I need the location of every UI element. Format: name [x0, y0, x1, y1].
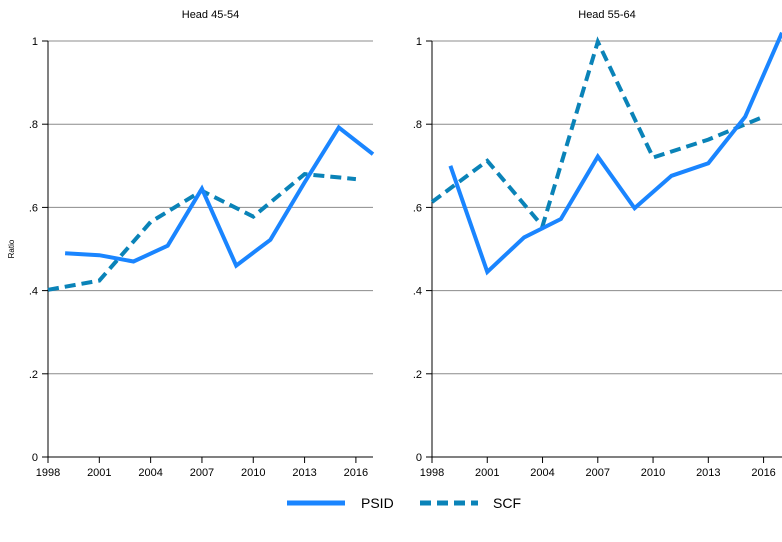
- x-tick-label: 2010: [641, 467, 665, 479]
- x-tick-label: 2004: [138, 467, 162, 479]
- x-tick-label: 1998: [420, 467, 444, 479]
- y-tick-label: .4: [413, 286, 422, 298]
- panel-title: Head 45-54: [182, 9, 240, 21]
- y-tick-label: 1: [32, 36, 38, 48]
- series-line-psid: [448, 31, 782, 276]
- x-tick-label: 2013: [696, 467, 720, 479]
- y-tick-label: .8: [29, 119, 38, 131]
- y-tick-label: 1: [416, 36, 422, 48]
- y-tick-label: .2: [29, 369, 38, 381]
- y-tick-label: 0: [32, 452, 38, 464]
- legend-scf-label: SCF: [493, 495, 521, 511]
- x-tick-label: 1998: [36, 467, 60, 479]
- panel-2: Head 55-64 0 .2 .4 .6 .8 1 1998 2001 2004 2007 2010…: [413, 9, 782, 479]
- x-tick-label: 2001: [87, 467, 111, 479]
- panel-1: Head 45-54 0 .2 .4 .6 .8 1 1998 2001 2004 2007 2010…: [29, 9, 375, 479]
- x-tick-label: 2010: [241, 467, 265, 479]
- y-tick-label: .6: [29, 202, 38, 214]
- panel-title: Head 55-64: [578, 9, 636, 21]
- x-tick-label: 2004: [530, 467, 554, 479]
- legend-psid-label: PSID: [361, 495, 394, 511]
- x-tick-label: 2001: [475, 467, 499, 479]
- y-tick-label: .4: [29, 286, 38, 298]
- y-tick-label: .6: [413, 202, 422, 214]
- x-tick-label: 2013: [292, 467, 316, 479]
- y-tick-label: .8: [413, 119, 422, 131]
- x-tick-label: 2007: [190, 467, 214, 479]
- x-tick-label: 2016: [344, 467, 368, 479]
- y-tick-label: 0: [416, 452, 422, 464]
- series-line-scf: [430, 36, 765, 231]
- y-tick-label: .2: [413, 369, 422, 381]
- x-tick-label: 2016: [751, 467, 775, 479]
- x-tick-label: 2007: [586, 467, 610, 479]
- series-line-psid: [64, 124, 375, 269]
- chart-panels: Head 45-54 0 .2 .4 .6 .8 1 1998 2001 2004 2007 2010…: [29, 9, 782, 479]
- y-axis-label: Ratio: [7, 239, 16, 258]
- legend: PSID SCF: [287, 495, 521, 511]
